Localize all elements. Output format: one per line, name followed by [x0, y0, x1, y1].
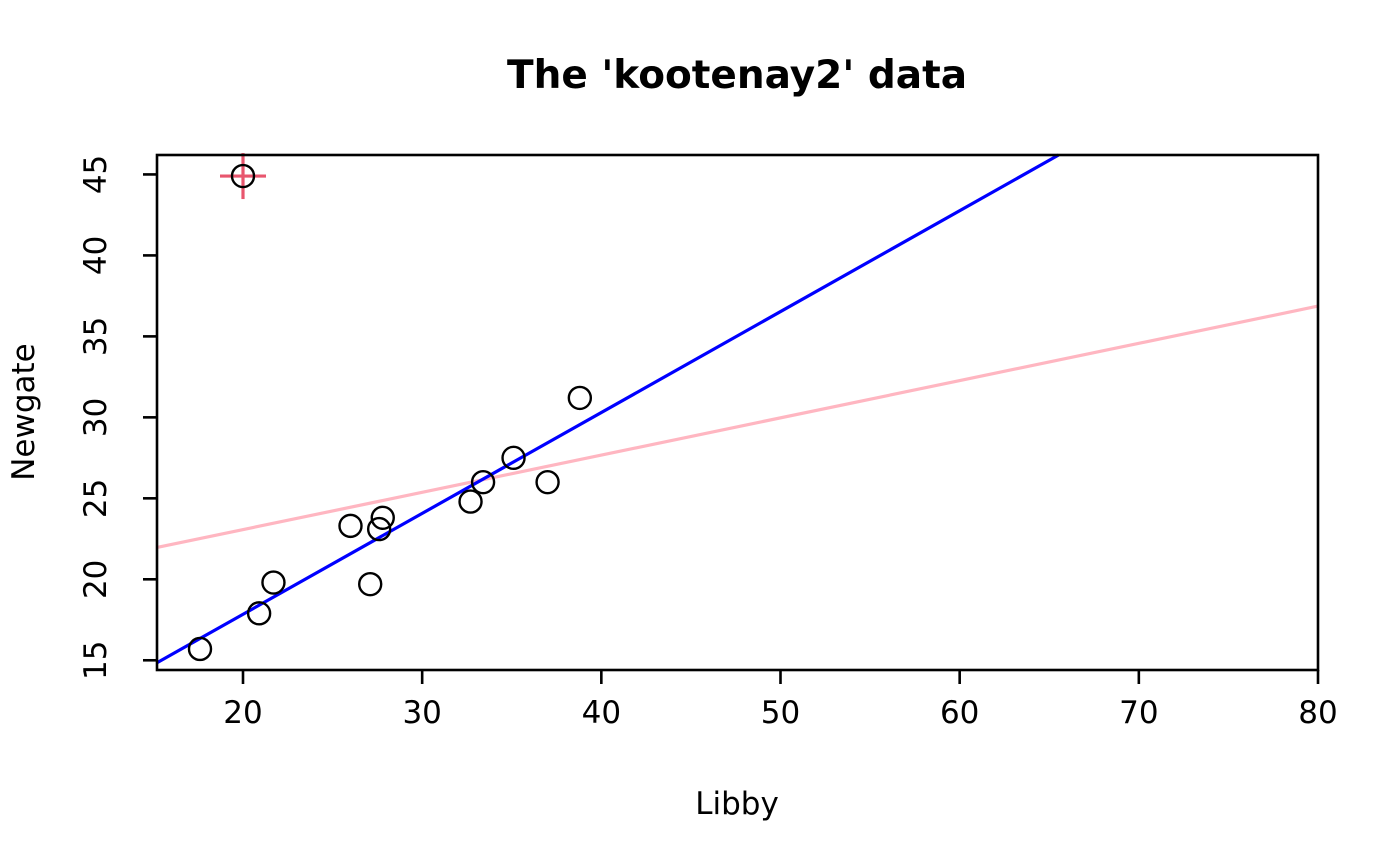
y-tick-label: 35 [78, 317, 114, 356]
x-tick-label: 80 [1298, 695, 1337, 731]
data-point [261, 570, 286, 595]
x-tick-label: 30 [402, 695, 441, 731]
plot-box [155, 153, 1320, 672]
x-axis-title: Libby [695, 786, 779, 822]
chart-title: The 'kootenay2' data [507, 53, 967, 98]
x-tick-label: 60 [940, 695, 979, 731]
data-point [358, 571, 383, 597]
y-tick-label: 45 [78, 155, 114, 194]
x-tick-label: 40 [582, 695, 621, 731]
y-tick-label: 25 [78, 479, 114, 518]
data-point [366, 516, 392, 542]
data-points-layer [187, 153, 593, 662]
y-tick-label: 40 [78, 236, 114, 275]
x-tick-label: 50 [761, 695, 800, 731]
data-point [187, 636, 213, 662]
axes-layer: 20 30 40 50 60 70 80 15 20 25 30 35 40 45 [78, 153, 1338, 731]
data-point [458, 489, 483, 514]
x-tick-label: 70 [1119, 695, 1158, 731]
data-point [501, 445, 526, 471]
data-point [567, 385, 593, 411]
y-axis-title: Newgate [6, 343, 42, 481]
data-point [338, 513, 363, 539]
robust-fit-line [156, 153, 1060, 665]
fit-lines-layer [156, 153, 1319, 665]
x-tick-label: 20 [223, 695, 262, 731]
y-tick-label: 20 [78, 560, 114, 599]
y-tick-label: 30 [78, 398, 114, 437]
least-squares-fit-line [156, 304, 1319, 550]
outlier-point [230, 163, 256, 189]
y-tick-label: 15 [78, 641, 114, 680]
data-point [535, 469, 560, 495]
data-point [370, 505, 395, 530]
data-point [246, 601, 272, 626]
data-point [470, 469, 496, 495]
